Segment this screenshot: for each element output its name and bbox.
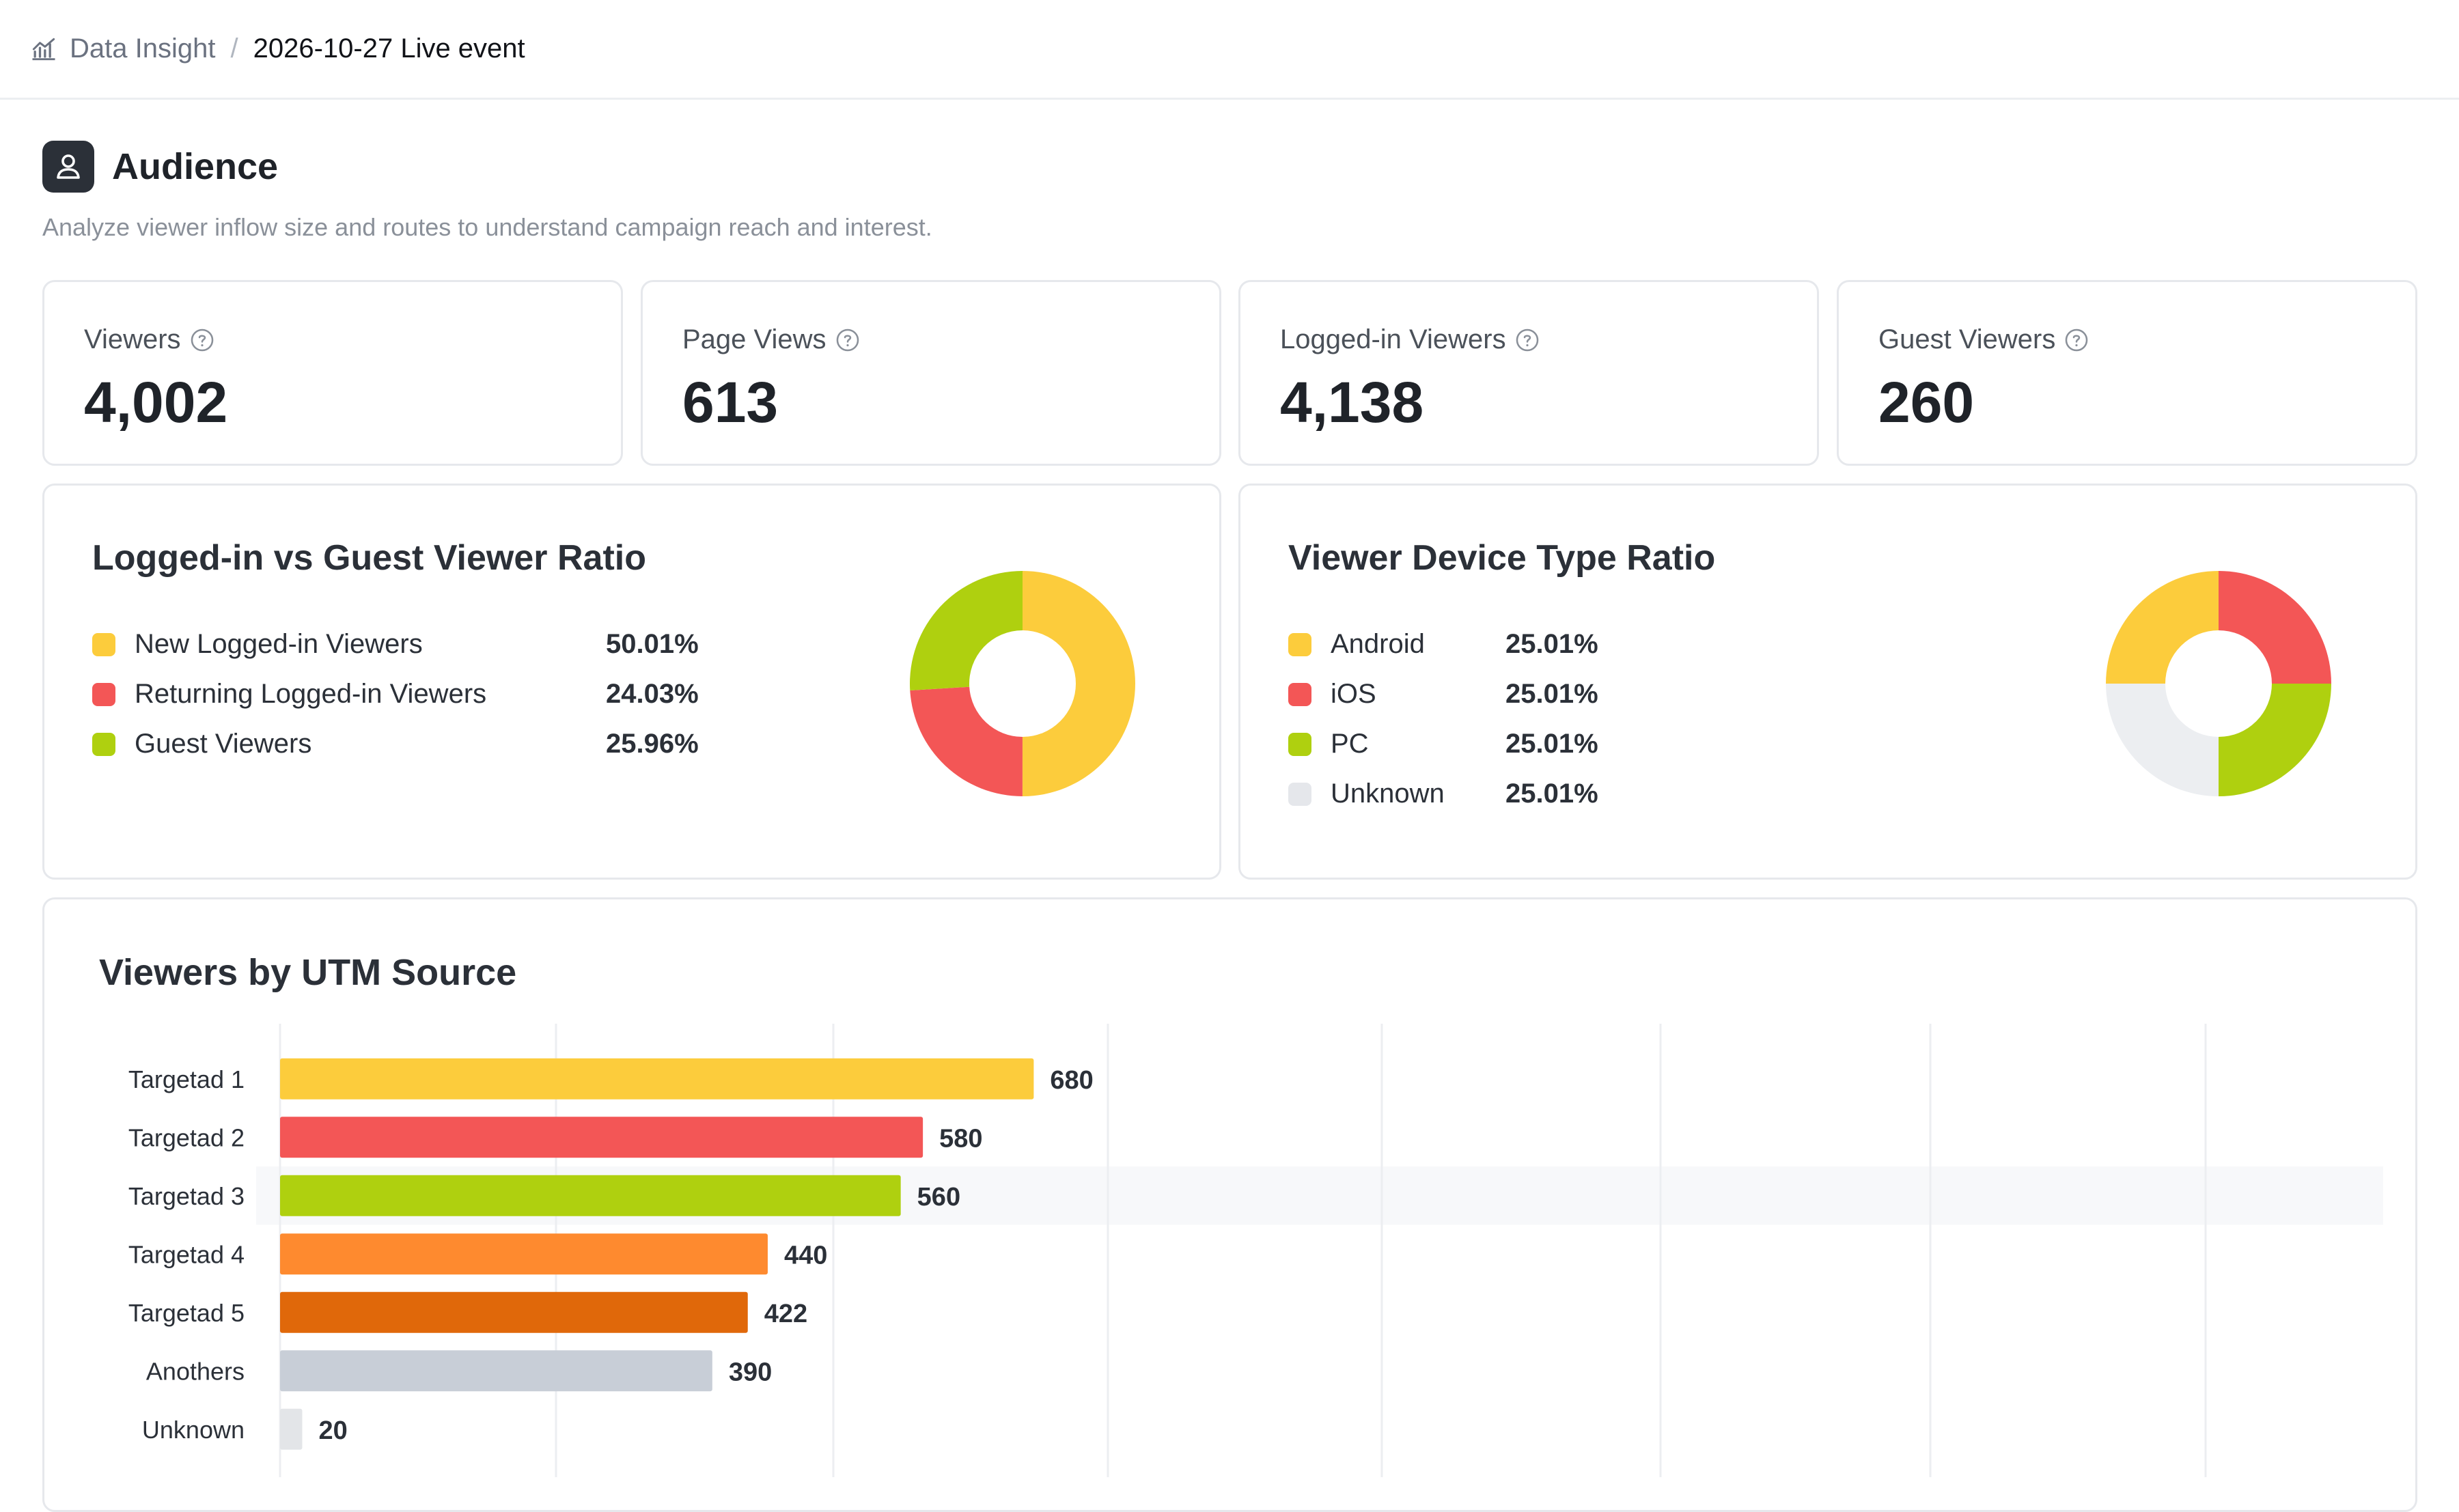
data-label: 390 — [729, 1358, 772, 1386]
legend-value: 25.01% — [1505, 629, 1598, 659]
bar-targetad-1[interactable] — [280, 1058, 1034, 1100]
legend-swatch — [92, 732, 115, 756]
help-circle-icon[interactable] — [835, 327, 861, 353]
legend-item: iOS 25.01% — [1288, 669, 1598, 719]
data-label: 560 — [917, 1183, 960, 1212]
legend-label: New Logged-in Viewers — [135, 629, 423, 659]
section-header: Audience — [42, 141, 278, 193]
category-label: Targetad 3 — [128, 1182, 245, 1210]
login-ratio-card: Logged-in vs Guest Viewer Ratio New Logg… — [42, 484, 1221, 880]
utm-source-card: Viewers by UTM Source Targetad 1 680 Targe… — [42, 897, 2417, 1512]
device-ratio-card: Viewer Device Type Ratio Android 25.01% … — [1238, 484, 2417, 880]
category-label: Targetad 1 — [128, 1065, 245, 1093]
data-label: 680 — [1050, 1066, 1093, 1095]
bar-targetad-2[interactable] — [280, 1117, 923, 1158]
device-ratio-donut-chart[interactable] — [2102, 568, 2335, 800]
legend-label: iOS — [1331, 679, 1376, 709]
legend-value: 50.01% — [606, 629, 699, 659]
page-title: Audience — [112, 146, 279, 187]
legend-swatch — [1288, 782, 1311, 806]
login-ratio-legend: New Logged-in Viewers 50.01% Returning L… — [92, 619, 699, 769]
legend-value: 25.01% — [1505, 679, 1598, 709]
device-ratio-slice-1[interactable] — [2219, 571, 2331, 684]
login-ratio-slice-1[interactable] — [1022, 571, 1136, 796]
bar-anothers[interactable] — [280, 1350, 712, 1392]
breadcrumb: Data Insight / 2026-10-27 Live event — [0, 0, 2459, 100]
category-label: Targetad 5 — [128, 1299, 245, 1327]
help-circle-icon[interactable] — [2064, 327, 2089, 353]
help-circle-icon[interactable] — [1514, 327, 1540, 353]
legend-label: Returning Logged-in Viewers — [135, 679, 487, 709]
legend-swatch — [1288, 632, 1311, 656]
breadcrumb-current: 2026-10-27 Live event — [253, 33, 525, 64]
legend-label: Unknown — [1331, 779, 1445, 809]
metric-card-viewers: Viewers 4,002 — [42, 280, 623, 466]
analytics-chart-icon — [32, 38, 55, 60]
utm-chart-title: Viewers by UTM Source — [99, 952, 517, 993]
legend-value: 25.96% — [606, 729, 699, 759]
data-label: 440 — [784, 1241, 827, 1270]
bar-unknown[interactable] — [280, 1408, 303, 1450]
metric-value: 613 — [682, 370, 779, 434]
legend-item: Returning Logged-in Viewers 24.03% — [92, 669, 699, 719]
login-ratio-slice-2[interactable] — [910, 686, 1023, 796]
legend-item: PC 25.01% — [1288, 719, 1598, 769]
category-label: Targetad 2 — [128, 1123, 245, 1151]
category-label: Unknown — [142, 1416, 245, 1444]
metric-label: Guest Viewers — [1878, 324, 2056, 354]
legend-value: 25.01% — [1505, 779, 1598, 809]
breadcrumb-root[interactable]: Data Insight — [70, 33, 216, 64]
metric-card-guest-viewers: Guest Viewers 260 — [1837, 280, 2417, 466]
category-label: Anothers — [146, 1357, 245, 1385]
device-ratio-slice-2[interactable] — [2219, 684, 2331, 796]
legend-swatch — [1288, 682, 1311, 706]
metric-label: Viewers — [84, 324, 181, 354]
utm-source-bar-chart: Targetad 1 680 Targetad 2 580 Targetad 3 560 T… — [128, 1024, 2383, 1477]
legend-label: Android — [1331, 629, 1425, 659]
bar-targetad-4[interactable] — [280, 1233, 768, 1275]
data-label: 422 — [764, 1300, 807, 1328]
device-ratio-title: Viewer Device Type Ratio — [1288, 538, 1716, 578]
bar-targetad-3[interactable] — [280, 1175, 901, 1216]
legend-label: PC — [1331, 729, 1369, 759]
breadcrumb-separator: / — [230, 33, 238, 64]
legend-label: Guest Viewers — [135, 729, 312, 759]
metric-value: 4,138 — [1280, 370, 1424, 434]
bar-targetad-5[interactable] — [280, 1291, 748, 1333]
user-icon — [42, 141, 94, 193]
login-ratio-donut-chart[interactable] — [906, 568, 1139, 800]
help-circle-icon[interactable] — [189, 327, 215, 353]
device-ratio-slice-3[interactable] — [2106, 684, 2219, 796]
device-ratio-legend: Android 25.01% iOS 25.01% PC 25.01% Unkn… — [1288, 619, 1598, 819]
login-ratio-slice-3[interactable] — [910, 571, 1023, 690]
metric-value: 260 — [1878, 370, 1975, 434]
legend-swatch — [1288, 732, 1311, 756]
metric-card-logged-in-viewers: Logged-in Viewers 4,138 — [1238, 280, 1819, 466]
legend-item: Guest Viewers 25.96% — [92, 719, 699, 769]
data-label: 20 — [318, 1416, 347, 1445]
category-label: Targetad 4 — [128, 1240, 245, 1268]
legend-swatch — [92, 632, 115, 656]
legend-item: New Logged-in Viewers 50.01% — [92, 619, 699, 669]
metric-label: Logged-in Viewers — [1280, 324, 1506, 354]
legend-value: 25.01% — [1505, 729, 1598, 759]
legend-item: Android 25.01% — [1288, 619, 1598, 669]
data-label: 580 — [939, 1124, 982, 1153]
login-ratio-title: Logged-in vs Guest Viewer Ratio — [92, 538, 646, 578]
legend-swatch — [92, 682, 115, 706]
section-description: Analyze viewer inflow size and routes to… — [42, 213, 932, 241]
legend-item: Unknown 25.01% — [1288, 769, 1598, 819]
metric-value: 4,002 — [84, 370, 228, 434]
legend-value: 24.03% — [606, 679, 699, 709]
metric-label: Page Views — [682, 324, 826, 354]
device-ratio-slice-4[interactable] — [2106, 571, 2219, 684]
metric-card-page-views: Page Views 613 — [641, 280, 1221, 466]
